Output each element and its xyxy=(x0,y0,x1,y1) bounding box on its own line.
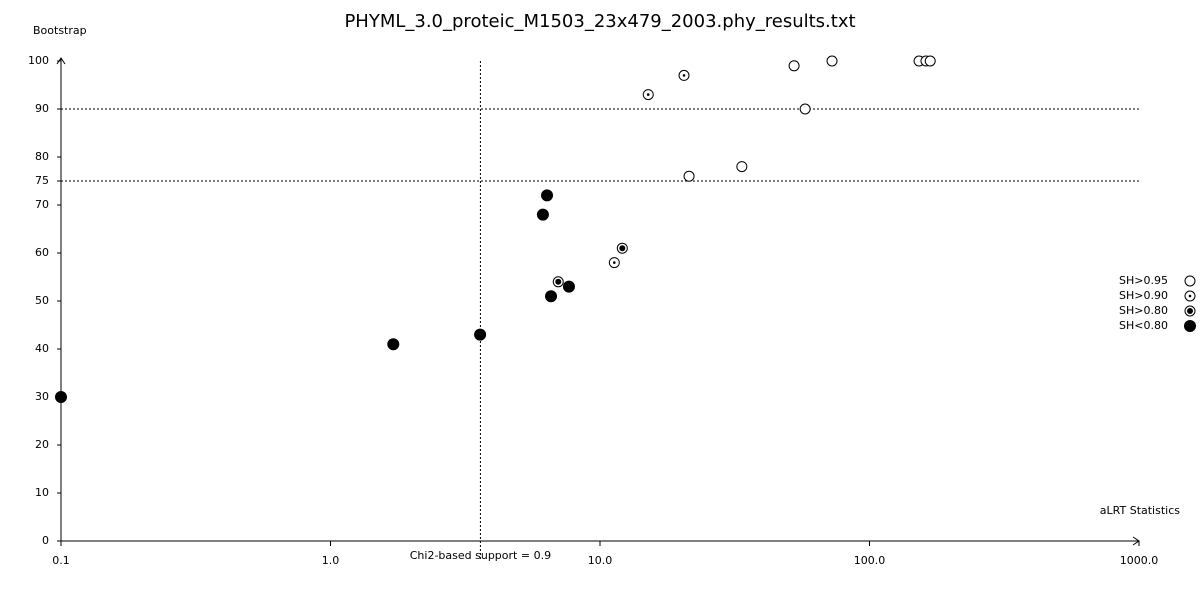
point xyxy=(536,208,549,221)
chart-title: PHYML_3.0_proteic_M1503_23x479_2003.phy_… xyxy=(344,11,855,32)
marker-body xyxy=(924,55,936,67)
y-tick-label: 50 xyxy=(35,294,49,307)
marker-body xyxy=(799,103,811,115)
point xyxy=(562,280,575,293)
x-tick-label: 0.1 xyxy=(52,554,70,567)
point xyxy=(541,189,554,202)
marker-body xyxy=(826,55,838,67)
legend-marker xyxy=(1184,275,1196,287)
point xyxy=(545,290,558,303)
y-tick-label: 0 xyxy=(42,534,49,547)
marker-center xyxy=(646,93,650,96)
x-tick-label: 1000.0 xyxy=(1120,554,1159,567)
x-tick-label: 10.0 xyxy=(588,554,613,567)
point xyxy=(924,55,936,67)
marker-body xyxy=(1184,275,1196,287)
marker-center xyxy=(682,74,686,77)
marker-body xyxy=(541,189,554,202)
marker-center xyxy=(555,278,562,285)
marker-body xyxy=(545,290,558,303)
point xyxy=(474,328,487,341)
point xyxy=(616,242,628,254)
marker-center xyxy=(1187,308,1193,314)
point xyxy=(678,69,690,81)
y-tick-label: 30 xyxy=(35,390,49,403)
x-axis-label: aLRT Statistics xyxy=(1100,504,1180,517)
point xyxy=(608,257,620,269)
marker-body xyxy=(387,338,400,351)
marker-body xyxy=(788,60,800,72)
y-tick-label: 90 xyxy=(35,102,49,115)
x-tick-label: 100.0 xyxy=(854,554,886,567)
marker-body xyxy=(536,208,549,221)
marker-body xyxy=(474,328,487,341)
legend-marker xyxy=(1184,305,1196,317)
point xyxy=(387,338,400,351)
legend-label: SH>0.80 xyxy=(1119,304,1168,317)
point xyxy=(736,161,748,173)
legend-marker xyxy=(1184,320,1196,332)
marker-center xyxy=(1188,294,1192,298)
legend-label: SH<0.80 xyxy=(1119,319,1168,332)
y-tick-label: 70 xyxy=(35,198,49,211)
marker-body xyxy=(55,391,67,403)
legend-marker xyxy=(1184,290,1196,302)
y-tick-label: 75 xyxy=(35,174,49,187)
y-tick-label: 40 xyxy=(35,342,49,355)
marker-center xyxy=(619,245,626,252)
y-axis-label: Bootstrap xyxy=(33,24,87,37)
point xyxy=(55,391,67,403)
marker-body xyxy=(1184,320,1196,332)
marker-center xyxy=(613,261,616,264)
point xyxy=(788,60,800,72)
point xyxy=(799,103,811,115)
y-tick-label: 100 xyxy=(28,54,49,67)
legend-label: SH>0.90 xyxy=(1119,289,1168,302)
reference-label: Chi2-based support = 0.9 xyxy=(410,549,551,562)
y-tick-label: 20 xyxy=(35,438,49,451)
point xyxy=(552,276,564,288)
y-tick-label: 10 xyxy=(35,486,49,499)
marker-body xyxy=(683,170,695,182)
point xyxy=(642,89,654,101)
y-tick-label: 60 xyxy=(35,246,49,259)
x-tick-label: 1.0 xyxy=(322,554,340,567)
marker-body xyxy=(562,280,575,293)
legend-label: SH>0.95 xyxy=(1119,274,1168,287)
y-tick-label: 80 xyxy=(35,150,49,163)
marker-body xyxy=(736,161,748,173)
point xyxy=(826,55,838,67)
point xyxy=(683,170,695,182)
axis-arrows xyxy=(56,57,1140,546)
